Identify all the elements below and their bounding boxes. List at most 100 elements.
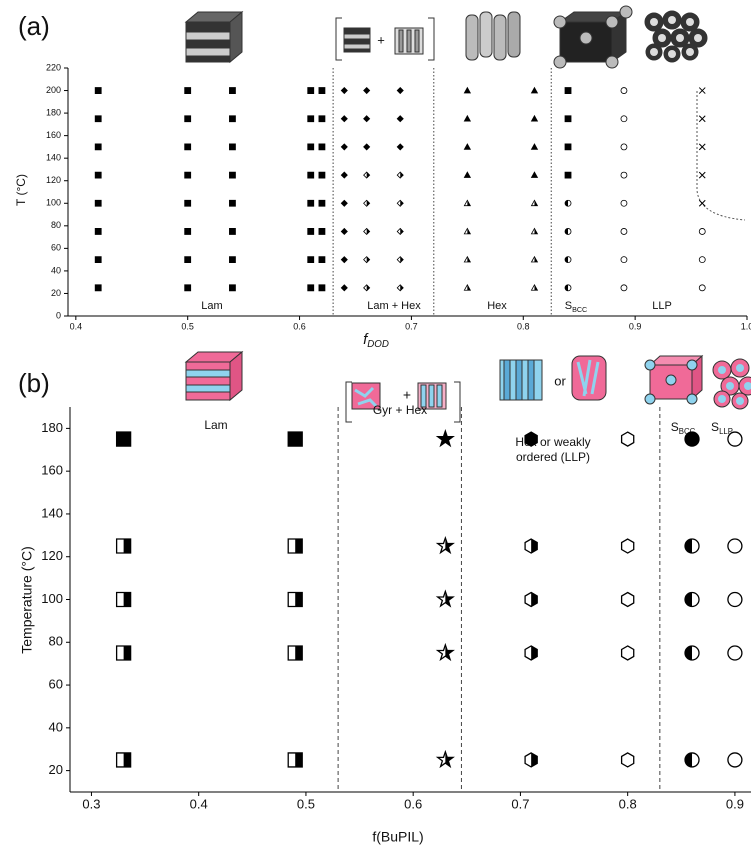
data-point: [525, 539, 537, 553]
marker: [185, 144, 191, 150]
data-point: [699, 116, 705, 122]
x-tick-label: 0.5: [297, 796, 315, 811]
marker: [565, 144, 571, 150]
y-tick-label: 220: [46, 62, 61, 72]
data-point: [621, 257, 627, 263]
marker: [229, 116, 235, 122]
marker: [95, 88, 101, 94]
marker: [185, 88, 191, 94]
data-point: [622, 539, 634, 553]
data-point: [464, 200, 470, 205]
y-tick-label: 60: [51, 243, 61, 253]
marker: [185, 200, 191, 206]
x-tick-label: 1.0: [741, 321, 751, 331]
data-point: [364, 228, 370, 234]
data-point: [95, 285, 101, 291]
marker: [464, 172, 470, 177]
data-point: [565, 228, 571, 234]
data-point: [397, 116, 403, 122]
marker: [699, 144, 705, 150]
data-point: [464, 257, 470, 262]
data-point: [319, 172, 325, 178]
marker: [728, 753, 742, 767]
marker: [229, 88, 235, 94]
marker: [728, 646, 742, 660]
region-label: Hex: [487, 300, 507, 312]
marker: [531, 116, 537, 121]
marker: [622, 753, 634, 767]
x-tick-label: 0.7: [511, 796, 529, 811]
data-point: [185, 172, 191, 178]
marker: [341, 116, 347, 122]
data-point: [364, 285, 370, 291]
x-tick-label: 0.8: [517, 321, 530, 331]
marker: [728, 432, 742, 446]
region-label-main: S: [565, 300, 572, 312]
marker: [229, 257, 235, 263]
data-point: [699, 200, 705, 206]
marker: [341, 257, 347, 263]
marker: [319, 88, 325, 94]
data-point: [229, 257, 235, 263]
y-tick-label: 80: [49, 634, 63, 649]
data-point: [308, 116, 314, 122]
y-tick-label: 180: [46, 107, 61, 117]
marker: [464, 116, 470, 121]
marker: [531, 144, 537, 149]
marker: [185, 228, 191, 234]
data-point: [117, 753, 131, 767]
data-point: [229, 144, 235, 150]
x-tick-label: 0.8: [619, 796, 637, 811]
data-point: [364, 116, 370, 122]
y-tick-label: 120: [46, 175, 61, 185]
marker: [95, 200, 101, 206]
data-point: [397, 257, 403, 263]
data-point: [364, 172, 370, 178]
marker: [565, 116, 571, 122]
data-point: [728, 432, 742, 446]
data-point: [308, 172, 314, 178]
data-point: [685, 593, 699, 607]
svg-text:+: +: [377, 32, 385, 47]
x-tick-label: 0.3: [82, 796, 100, 811]
data-point: [621, 116, 627, 122]
marker: [531, 172, 537, 177]
data-point: [531, 285, 537, 290]
x-tick-label: 0.6: [404, 796, 422, 811]
data-point: [531, 257, 537, 262]
x-tick-label: 0.9: [629, 321, 642, 331]
data-point: [525, 753, 537, 767]
marker: [308, 200, 314, 206]
marker: [95, 257, 101, 263]
data-point: [95, 172, 101, 178]
data-point: [622, 646, 634, 660]
marker: [364, 116, 370, 122]
x-tick-label: 0.4: [70, 321, 83, 331]
data-point: [288, 593, 302, 607]
svg-text:+: +: [403, 387, 411, 403]
data-point: [525, 593, 537, 607]
data-point: [364, 200, 370, 206]
marker: [621, 257, 627, 263]
marker: [308, 228, 314, 234]
data-point: [685, 753, 699, 767]
data-point: [229, 116, 235, 122]
marker: [341, 88, 347, 94]
figure: + + or (a)020406080100120140160180200220…: [0, 0, 751, 848]
data-point: [185, 116, 191, 122]
marker: [229, 285, 235, 291]
data-point: [341, 257, 347, 263]
region-label: ordered (LLP): [516, 450, 590, 464]
data-point: [699, 228, 705, 234]
marker: [341, 285, 347, 291]
data-point: [621, 285, 627, 291]
y-tick-label: 140: [41, 505, 63, 520]
data-point: [319, 116, 325, 122]
data-point: [397, 172, 403, 178]
data-point: [531, 200, 537, 205]
data-point: [319, 200, 325, 206]
data-point: [319, 88, 325, 94]
region-label: Gyr + Hex: [373, 403, 427, 417]
data-point: [341, 228, 347, 234]
data-point: [565, 285, 571, 291]
